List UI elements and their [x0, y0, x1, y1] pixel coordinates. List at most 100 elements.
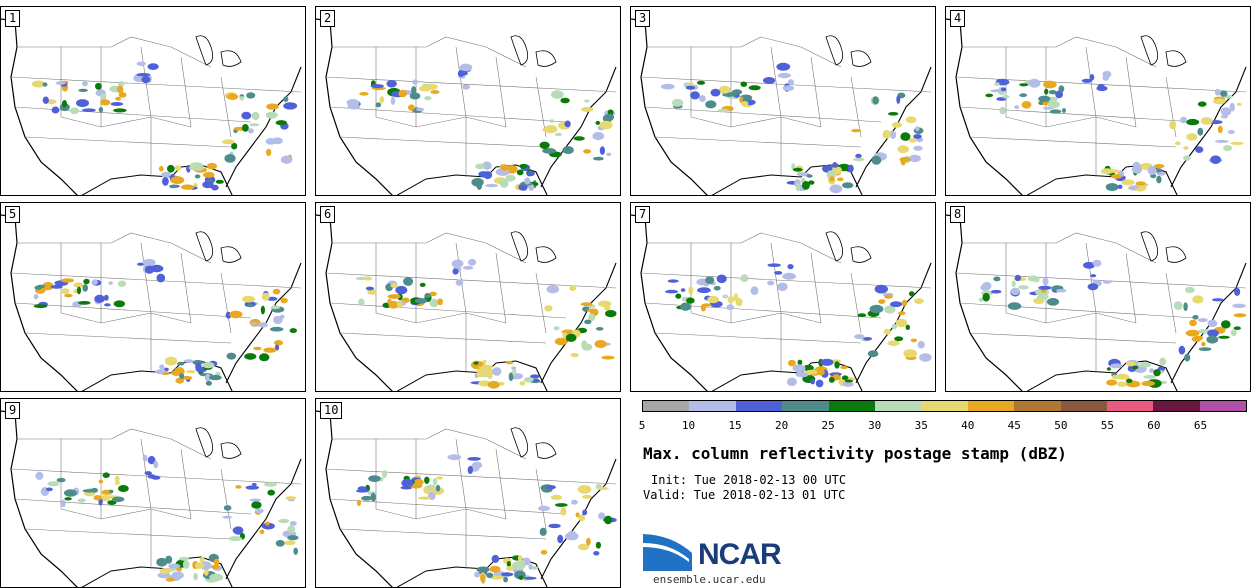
reflectivity-echo: [523, 377, 534, 383]
reflectivity-echo: [118, 81, 125, 87]
reflectivity-echo: [118, 92, 127, 98]
reflectivity-echo: [455, 279, 464, 286]
reflectivity-echo: [62, 100, 67, 108]
reflectivity-echo: [113, 300, 126, 308]
reflectivity-echo: [42, 96, 49, 104]
member-number-label: 8: [950, 206, 966, 223]
reflectivity-echo: [914, 298, 924, 304]
colorbar-tick: 55: [1100, 419, 1114, 432]
reflectivity-echo: [253, 346, 262, 351]
reflectivity-echo: [701, 303, 712, 307]
reflectivity-echo: [246, 303, 254, 308]
reflectivity-echo: [182, 560, 190, 569]
reflectivity-echo: [142, 258, 156, 266]
reflectivity-echo: [705, 276, 715, 284]
conus-map: [946, 214, 1247, 391]
reflectivity-echo: [606, 152, 612, 156]
reflectivity-echo: [796, 172, 810, 177]
reflectivity-echo: [782, 85, 795, 91]
reflectivity-echo: [245, 485, 260, 490]
reflectivity-echo: [815, 379, 824, 388]
reflectivity-echo: [1149, 368, 1155, 373]
reflectivity-echo: [1156, 175, 1162, 184]
reflectivity-echo: [1090, 274, 1097, 278]
reflectivity-echo: [1153, 164, 1165, 169]
reflectivity-echo: [544, 125, 558, 134]
reflectivity-echo: [1153, 369, 1161, 377]
reflectivity-echo: [1056, 288, 1067, 293]
reflectivity-echo: [810, 378, 815, 385]
reflectivity-echo: [560, 97, 570, 104]
reflectivity-echo: [474, 571, 480, 578]
reflectivity-echo: [550, 494, 563, 500]
reflectivity-echo: [1126, 378, 1133, 383]
reflectivity-echo: [506, 566, 515, 571]
reflectivity-echo: [241, 111, 252, 120]
reflectivity-echo: [540, 549, 548, 555]
member-number-label: 9: [5, 402, 21, 419]
reflectivity-echo: [461, 70, 468, 76]
conus-map: [1, 18, 302, 195]
reflectivity-echo: [553, 326, 560, 331]
reflectivity-echo: [482, 161, 492, 170]
reflectivity-echo: [432, 478, 438, 486]
reflectivity-echo: [844, 379, 853, 383]
reflectivity-echo: [1111, 374, 1120, 380]
reflectivity-echo: [1210, 155, 1221, 164]
colorbar-segment: [1106, 401, 1154, 411]
reflectivity-echo: [82, 108, 96, 112]
reflectivity-echo: [854, 334, 865, 340]
reflectivity-echo: [808, 180, 815, 185]
reflectivity-echo: [1038, 285, 1052, 290]
colorbar-segment: [735, 401, 783, 411]
reflectivity-echo: [883, 328, 891, 335]
reflectivity-echo: [1185, 329, 1200, 337]
reflectivity-echo: [1178, 345, 1186, 355]
reflectivity-echo: [763, 77, 776, 84]
reflectivity-echo: [73, 282, 84, 288]
reflectivity-echo: [112, 496, 125, 503]
reflectivity-echo: [1143, 375, 1157, 379]
reflectivity-echo: [791, 163, 796, 171]
reflectivity-echo: [530, 374, 540, 379]
reflectivity-echo: [1092, 259, 1102, 267]
reflectivity-echo: [117, 85, 124, 94]
reflectivity-echo: [142, 454, 148, 462]
reflectivity-echo: [70, 107, 79, 115]
reflectivity-echo: [1049, 109, 1062, 114]
reflectivity-echo: [248, 128, 254, 134]
reflectivity-echo: [424, 292, 431, 299]
reflectivity-echo: [285, 496, 297, 500]
reflectivity-echo: [503, 576, 508, 583]
reflectivity-echo: [169, 184, 178, 189]
reflectivity-echo: [1221, 320, 1231, 329]
reflectivity-echo: [792, 364, 806, 372]
reflectivity-echo: [482, 359, 487, 365]
reflectivity-echo: [1028, 78, 1041, 88]
reflectivity-echo: [435, 484, 441, 492]
colorbar-tick: 20: [774, 419, 789, 432]
reflectivity-echo: [78, 88, 88, 92]
reflectivity-echo: [77, 498, 86, 503]
reflectivity-echo: [91, 279, 98, 285]
reflectivity-echo: [1105, 183, 1119, 192]
reflectivity-echo: [498, 381, 505, 386]
reflectivity-echo: [828, 376, 835, 383]
reflectivity-echo: [528, 183, 535, 191]
reflectivity-echo: [451, 259, 464, 268]
member-number-label: 3: [635, 10, 651, 27]
reflectivity-echo: [1233, 326, 1241, 330]
reflectivity-echo: [60, 278, 75, 283]
reflectivity-echo: [900, 132, 911, 141]
reflectivity-echo: [226, 93, 239, 100]
reflectivity-echo: [261, 292, 270, 301]
reflectivity-echo: [257, 322, 268, 328]
ensemble-url: ensemble.ucar.edu: [653, 573, 766, 586]
reflectivity-echo: [1192, 315, 1199, 320]
member-number-label: 7: [635, 206, 651, 223]
reflectivity-echo: [102, 472, 110, 478]
reflectivity-echo: [1106, 379, 1118, 386]
reflectivity-echo: [888, 112, 899, 116]
reflectivity-echo: [95, 82, 102, 90]
reflectivity-echo: [542, 148, 556, 154]
